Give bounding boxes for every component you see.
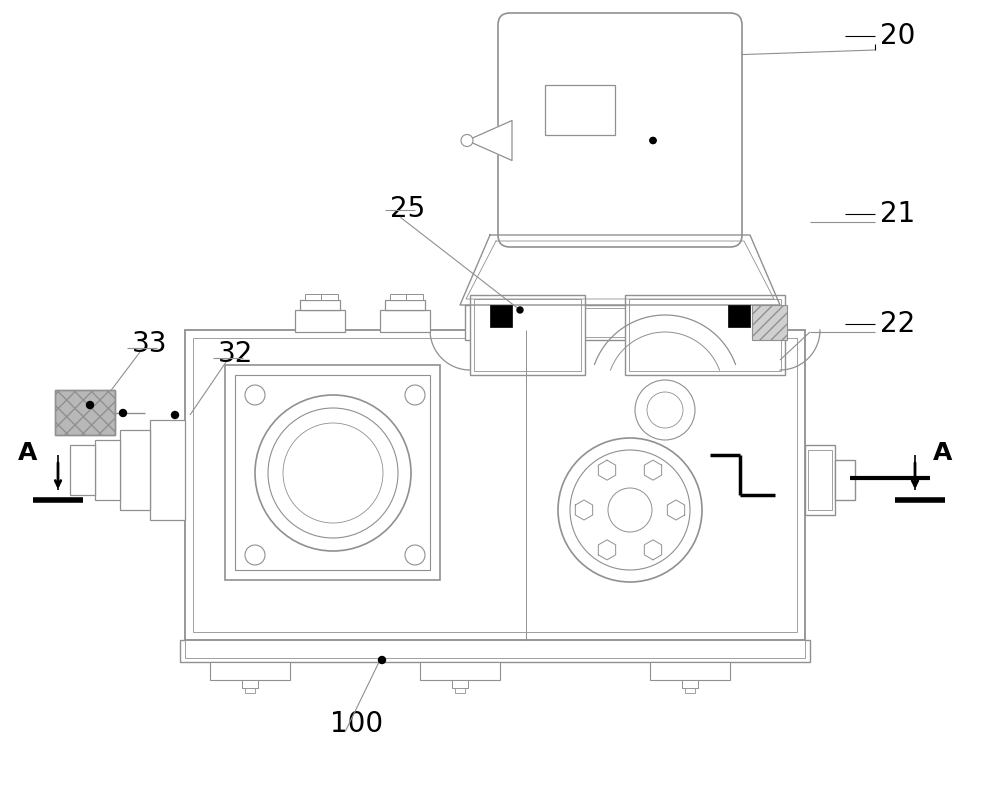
Bar: [150, 420, 185, 520]
Bar: [805, 445, 835, 515]
Bar: [545, 85, 615, 135]
Circle shape: [635, 380, 695, 440]
Text: A: A: [933, 441, 952, 465]
Circle shape: [650, 138, 656, 143]
Circle shape: [172, 412, 178, 418]
Circle shape: [378, 657, 386, 664]
Circle shape: [87, 402, 94, 409]
Bar: [225, 365, 440, 580]
Circle shape: [405, 385, 425, 405]
Bar: [406, 294, 423, 300]
Circle shape: [570, 450, 690, 570]
Bar: [235, 375, 430, 570]
Text: 25: 25: [390, 195, 425, 223]
Bar: [455, 688, 465, 693]
Bar: [835, 460, 855, 500]
Bar: [470, 308, 770, 337]
Bar: [420, 662, 500, 680]
Bar: [682, 680, 698, 688]
Bar: [321, 294, 338, 300]
Circle shape: [245, 385, 265, 405]
Bar: [474, 299, 581, 371]
Circle shape: [517, 307, 523, 313]
Circle shape: [405, 545, 425, 565]
Circle shape: [647, 392, 683, 428]
Bar: [300, 300, 340, 310]
Bar: [120, 430, 150, 510]
Text: 100: 100: [330, 710, 383, 738]
Circle shape: [283, 423, 383, 523]
Circle shape: [558, 438, 702, 582]
Bar: [95, 440, 120, 500]
Bar: [380, 310, 430, 332]
Text: A: A: [18, 441, 37, 465]
Circle shape: [268, 408, 398, 538]
Text: 33: 33: [132, 330, 168, 358]
Bar: [470, 295, 585, 375]
Text: 21: 21: [880, 200, 915, 228]
Text: 20: 20: [880, 22, 915, 50]
Circle shape: [608, 488, 652, 532]
Bar: [465, 305, 775, 340]
Bar: [193, 338, 797, 632]
Circle shape: [650, 138, 656, 143]
Circle shape: [461, 135, 473, 147]
Bar: [390, 294, 407, 300]
Bar: [650, 662, 730, 680]
Bar: [55, 390, 115, 435]
Bar: [452, 680, 468, 688]
Bar: [185, 640, 805, 658]
Polygon shape: [467, 120, 512, 161]
Bar: [625, 295, 785, 375]
Circle shape: [255, 395, 411, 551]
Text: 22: 22: [880, 310, 915, 338]
Bar: [245, 688, 255, 693]
Bar: [180, 640, 810, 662]
Bar: [70, 445, 95, 495]
Bar: [629, 299, 781, 371]
Polygon shape: [460, 235, 780, 305]
Text: 32: 32: [218, 340, 253, 368]
Circle shape: [245, 545, 265, 565]
Bar: [295, 310, 345, 332]
Bar: [242, 680, 258, 688]
Bar: [685, 688, 695, 693]
Bar: [210, 662, 290, 680]
Bar: [55, 390, 115, 435]
Bar: [752, 305, 787, 340]
Bar: [385, 300, 425, 310]
Circle shape: [120, 409, 126, 417]
FancyBboxPatch shape: [498, 13, 742, 247]
Bar: [305, 294, 322, 300]
Bar: [185, 330, 805, 640]
Bar: [728, 305, 750, 327]
Bar: [808, 450, 832, 510]
Bar: [490, 305, 512, 327]
